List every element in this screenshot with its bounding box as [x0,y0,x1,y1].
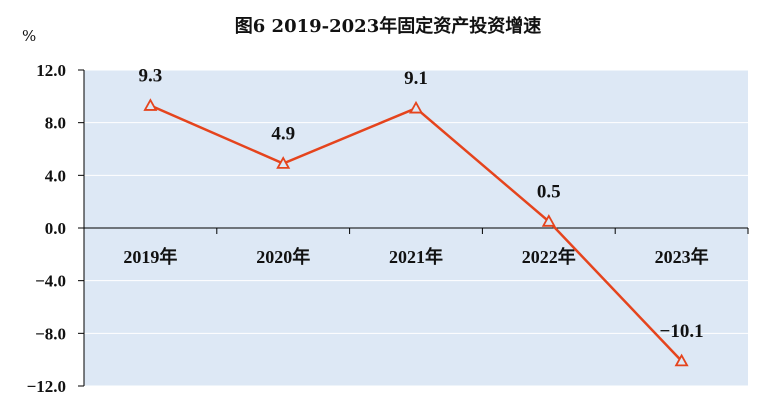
y-tick-label: −8.0 [35,324,66,343]
triangle-marker [674,353,689,367]
y-tick-label: −4.0 [35,272,66,291]
x-tick-label: 2022年 [522,246,576,267]
y-tick-label: 0.0 [45,219,66,238]
data-label: 9.3 [139,66,163,87]
y-tick-labels: 12.0 8.0 4.0 0.0 −4.0 −8.0 −12.0 [27,61,66,396]
triangle-marker [541,214,556,227]
data-labels: 9.3 4.9 9.1 0.5 −10.1 [139,66,704,342]
x-tick-label: 2023年 [655,246,709,267]
data-label: 0.5 [537,181,561,202]
triangle-marker [408,100,424,114]
y-tick-marks [78,69,84,387]
data-label: 4.9 [271,123,295,144]
y-tick-label: 12.0 [36,61,66,80]
data-markers [143,98,689,367]
x-tick-label: 2021年 [389,246,443,267]
data-label: 9.1 [404,68,428,89]
x-tick-label: 2020年 [256,246,310,267]
x-tick-label: 2019年 [123,246,177,267]
data-label: −10.1 [660,321,704,342]
chart-title: 图6 2019-2023年固定资产投资增速 [235,15,541,37]
y-tick-label: 8.0 [45,114,66,133]
triangle-marker [143,98,158,111]
triangle-marker [276,156,291,169]
y-tick-label: 4.0 [45,166,66,185]
x-tick-marks [83,228,749,234]
y-axis-unit: % [22,27,36,45]
x-tick-labels: 2019年 2020年 2021年 2022年 2023年 [123,246,708,267]
y-tick-label: −12.0 [27,377,66,396]
